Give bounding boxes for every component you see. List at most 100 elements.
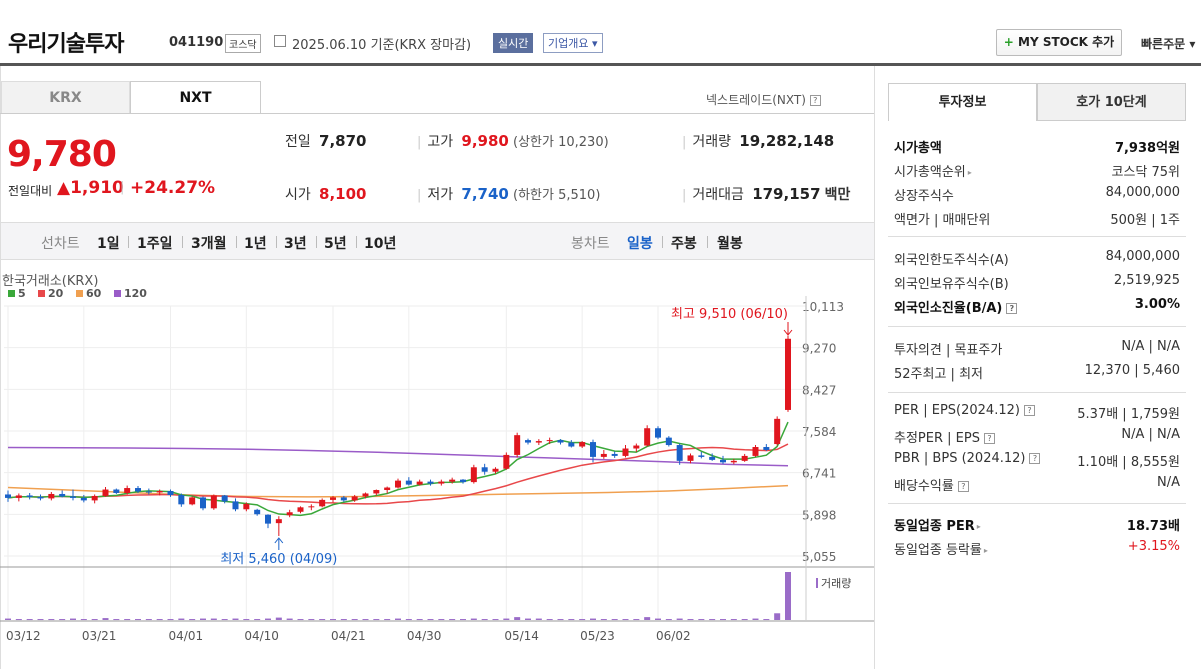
x-tick-label: 03/21 xyxy=(82,629,117,643)
candle-body xyxy=(752,447,759,456)
tab-invest-info[interactable]: 투자정보 xyxy=(888,83,1037,121)
quick-order-dropdown[interactable]: 빠른주문 ▾ xyxy=(1141,37,1196,51)
ma-120-line xyxy=(7,446,789,467)
x-tick-label: 04/21 xyxy=(331,629,366,643)
y-tick-label: 5,898 xyxy=(802,508,836,522)
candle-body xyxy=(37,496,44,499)
volume-bar xyxy=(633,619,640,621)
low-price: | 저가 7,740 (하한가 5,510) xyxy=(417,185,601,203)
add-mystock-button[interactable]: + MY STOCK 추가 xyxy=(996,29,1122,56)
candle-body xyxy=(91,495,98,501)
candle-body xyxy=(113,489,120,493)
help-icon[interactable]: ? xyxy=(1023,405,1035,416)
candle-body xyxy=(384,487,391,491)
volume-bar xyxy=(525,618,531,620)
help-icon[interactable]: ? xyxy=(957,481,969,492)
change-label: 전일대비 xyxy=(8,184,53,198)
volume-bar xyxy=(167,619,174,621)
volume-bar xyxy=(676,618,683,620)
help-icon[interactable]: ? xyxy=(809,95,821,106)
volume-bar xyxy=(330,619,336,621)
candle-weekly[interactable]: 주봉 xyxy=(671,236,697,252)
candle-body xyxy=(655,428,661,438)
change-percent: +24.27% xyxy=(130,178,216,198)
base-date: 2025.06.10 기준(KRX 장마감) xyxy=(292,38,472,53)
volume-bar xyxy=(124,619,131,621)
high-arrow-head xyxy=(783,329,793,336)
plus-icon: + xyxy=(1003,35,1014,49)
volume-bar xyxy=(405,619,412,621)
volume-bar xyxy=(362,619,369,621)
period-1d[interactable]: 1일 xyxy=(97,236,120,252)
moving-averages xyxy=(7,421,789,517)
candle-body xyxy=(221,495,228,502)
x-tick-label: 03/12 xyxy=(6,629,41,643)
candle-body xyxy=(319,499,326,507)
help-icon[interactable]: ? xyxy=(983,433,995,444)
candle-body xyxy=(373,490,380,494)
realtime-button[interactable]: 실시간 xyxy=(493,33,534,53)
company-overview-dropdown[interactable]: 기업개요 ▾ xyxy=(543,33,603,53)
info-row-11-label: PBR | BPS (2024.12)? xyxy=(894,451,1041,466)
candle-body xyxy=(741,455,748,461)
volume-bar xyxy=(319,619,326,621)
section-divider xyxy=(888,236,1186,237)
info-row-0: 시가총액 7,938억원 xyxy=(894,137,1180,157)
volume-bar xyxy=(70,618,76,620)
period-1y[interactable]: 1년 xyxy=(244,236,267,252)
left-border xyxy=(0,66,1,669)
open-price: 시가 8,100 xyxy=(285,184,366,204)
period-5y[interactable]: 5년 xyxy=(324,236,347,252)
volume-bar xyxy=(48,619,55,621)
candle-body xyxy=(265,514,271,524)
ma-20-line xyxy=(7,443,789,505)
tab-krx[interactable]: KRX xyxy=(1,81,130,114)
info-row-5-label: 외국인보유주식수(B) xyxy=(894,277,1009,292)
stock-chart[interactable]: 한국거래소(KRX) 5 20 60 120 10,113 9,270 8,427 7,58… xyxy=(0,266,874,669)
candle-body xyxy=(156,491,163,493)
period-1w[interactable]: 1주일 xyxy=(137,236,173,252)
info-row-13[interactable]: 동일업종 PER ▸ 18.73배 xyxy=(894,515,1180,535)
candle-body xyxy=(514,435,521,455)
candle-body xyxy=(200,497,206,509)
period-10y[interactable]: 10년 xyxy=(364,236,397,252)
info-row-14[interactable]: 동일업종 등락률 ▸ +3.15% xyxy=(894,539,1180,559)
candle-body xyxy=(275,519,282,524)
candle-daily[interactable]: 일봉 xyxy=(627,236,653,252)
x-tick-label: 04/30 xyxy=(407,629,442,643)
info-row-12: 배당수익률? N/A xyxy=(894,475,1180,495)
chart-grid: 10,113 9,270 8,427 7,584 6,741 5,898 5,055 03/1… xyxy=(0,296,874,643)
volume-bar xyxy=(59,619,66,621)
info-row-1-value: 코스닥 75위 xyxy=(1111,165,1180,180)
tab-nxt[interactable]: NXT xyxy=(130,81,261,114)
help-icon[interactable]: ? xyxy=(1029,453,1041,464)
volume-bar xyxy=(438,619,445,621)
high-annotation: 최고 9,510 (06/10) xyxy=(671,307,788,322)
help-icon[interactable]: ? xyxy=(1006,303,1018,314)
volume-bar xyxy=(102,618,109,620)
tab-order-book[interactable]: 호가 10단계 xyxy=(1037,83,1186,121)
candle-body xyxy=(254,509,261,515)
high-value: 9,980 xyxy=(461,132,509,150)
volume-bar xyxy=(189,619,196,621)
volume-bar xyxy=(763,619,770,621)
volume-bar xyxy=(774,613,781,620)
nextrade-text: 넥스트레이드(NXT) xyxy=(706,93,806,107)
volume-bar xyxy=(5,618,11,620)
info-row-6-label: 외국인소진율(B/A)? xyxy=(894,297,1018,316)
period-3y[interactable]: 3년 xyxy=(284,236,307,252)
candle-body xyxy=(665,437,672,446)
info-row-12-label: 배당수익률? xyxy=(894,475,969,494)
candle-body xyxy=(590,442,596,457)
volume-bar xyxy=(698,619,705,621)
x-tick-label: 04/10 xyxy=(244,629,279,643)
legend-swatch xyxy=(114,290,121,297)
info-row-1[interactable]: 시가총액순위 ▸ 코스닥 75위 xyxy=(894,161,1180,181)
candle-body xyxy=(308,506,315,508)
divider xyxy=(236,236,237,248)
info-row-9: PER | EPS(2024.12)? 5.37배 | 1,759원 xyxy=(894,403,1180,423)
stock-code: 041190 xyxy=(169,35,224,50)
candle-monthly[interactable]: 월봉 xyxy=(717,236,743,252)
legend-swatch xyxy=(8,290,15,297)
period-3m[interactable]: 3개월 xyxy=(191,236,227,252)
